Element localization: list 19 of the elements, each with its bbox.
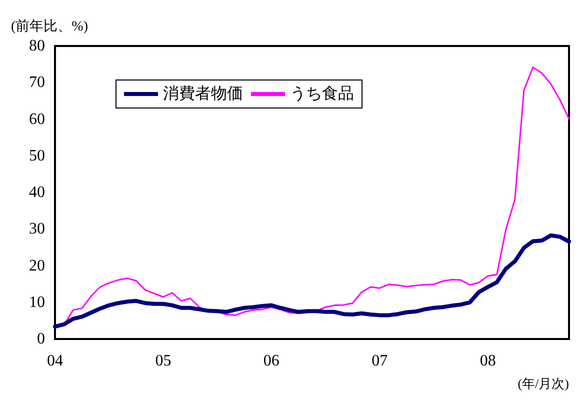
line-series <box>53 233 571 329</box>
y-tick-label: 70 <box>29 74 45 92</box>
y-tick-label: 20 <box>29 257 45 274</box>
x-tick-label: 08 <box>480 352 496 370</box>
x-tick-label: 04 <box>47 352 63 370</box>
legend-label: 消費者物価 <box>163 84 243 102</box>
y-tick-label: 10 <box>29 294 45 311</box>
legend-label: うち食品 <box>290 84 354 102</box>
x-axis-title: (年/月次) <box>518 376 569 391</box>
y-tick-label: 60 <box>29 110 45 128</box>
x-tick-label: 06 <box>263 352 280 370</box>
y-tick-label: 40 <box>29 184 45 201</box>
y-tick-label: 0 <box>37 330 45 348</box>
y-tick-label: 30 <box>29 220 45 238</box>
y-tick-label: 80 <box>29 38 45 54</box>
y-axis-title: (前年比、%) <box>11 18 88 34</box>
y-tick-label: 50 <box>29 147 45 164</box>
x-tick-label: 07 <box>372 352 388 370</box>
x-tick-label: 05 <box>155 352 172 370</box>
